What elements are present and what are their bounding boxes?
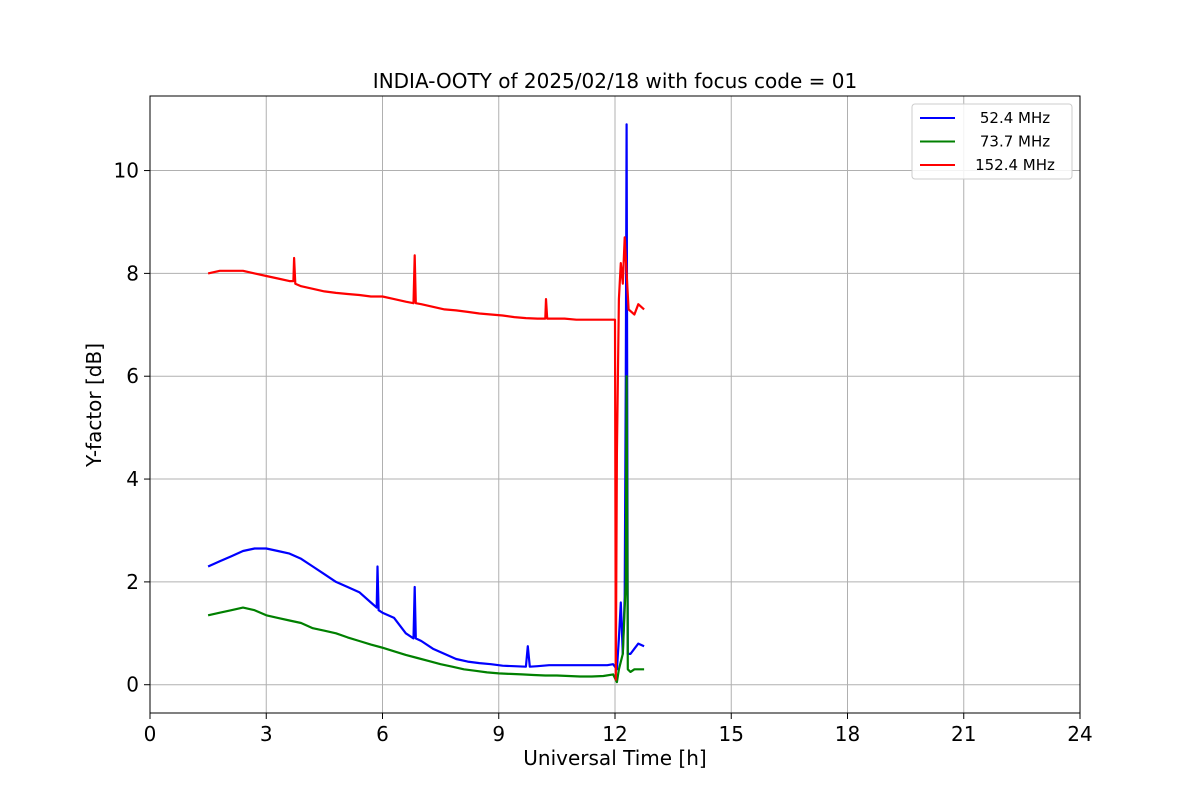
x-axis: 0 3 6 9 12 15 18 21 24 (144, 713, 1093, 746)
series-layer (207, 123, 645, 684)
series-line-73-7-mhz (207, 375, 645, 684)
y-axis: 0 2 4 6 8 10 (114, 159, 150, 697)
y-tick-label: 2 (126, 570, 139, 594)
y-tick-label: 10 (114, 159, 139, 183)
y-tick-label: 6 (126, 364, 139, 388)
x-tick-label: 18 (835, 722, 860, 746)
legend-box (911, 103, 1073, 180)
x-tick-label: 12 (602, 722, 627, 746)
chart-title: INDIA-OOTY of 2025/02/18 with focus code… (373, 69, 857, 93)
y-axis-label: Y-factor [dB] (82, 343, 106, 468)
legend-label: 73.7 MHz (980, 133, 1050, 151)
series-line-52-4-mhz (207, 123, 645, 671)
x-tick-label: 0 (144, 722, 157, 746)
y-tick-label: 4 (126, 467, 139, 491)
legend-label: 52.4 MHz (980, 109, 1050, 127)
x-tick-label: 9 (492, 722, 505, 746)
x-tick-label: 3 (260, 722, 273, 746)
x-tick-label: 24 (1067, 722, 1092, 746)
x-axis-label: Universal Time [h] (523, 746, 706, 770)
legend: 52.4 MHz 73.7 MHz 152.4 MHz (911, 103, 1073, 180)
x-tick-label: 21 (951, 722, 976, 746)
y-tick-label: 8 (126, 261, 139, 285)
legend-label: 152.4 MHz (975, 156, 1055, 174)
series-line-152-4-mhz (207, 236, 645, 681)
x-tick-label: 6 (376, 722, 389, 746)
y-tick-label: 0 (126, 673, 139, 697)
x-tick-label: 15 (719, 722, 744, 746)
